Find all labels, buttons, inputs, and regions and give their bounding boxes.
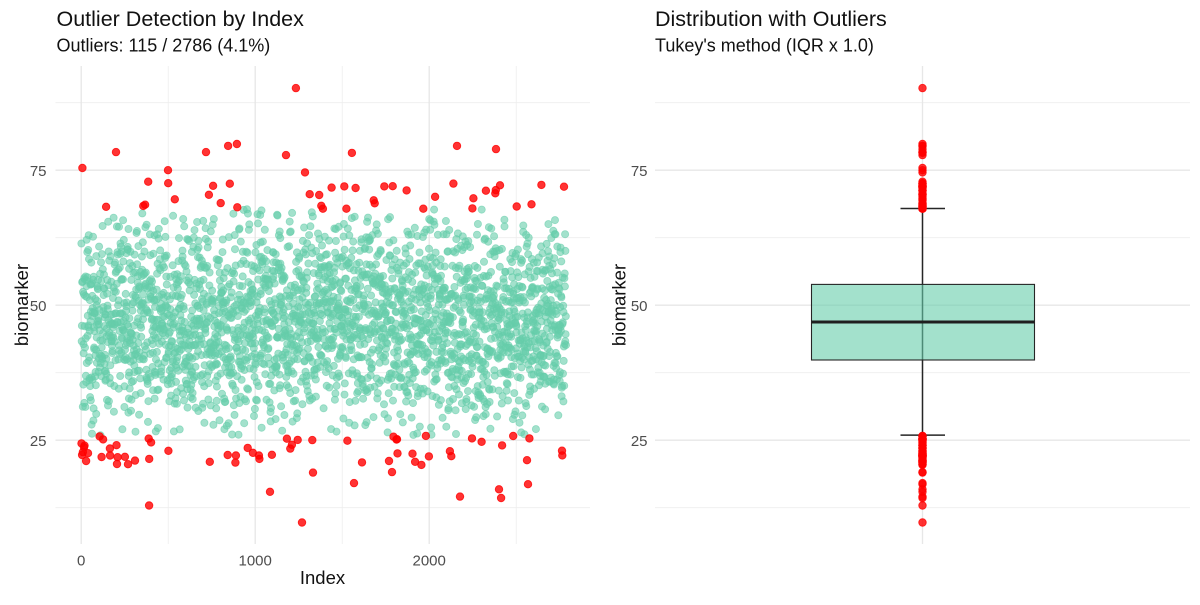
- svg-text:Tukey's method (IQR x 1.0): Tukey's method (IQR x 1.0): [655, 36, 874, 56]
- svg-text:50: 50: [30, 298, 47, 315]
- svg-text:Distribution with Outliers: Distribution with Outliers: [655, 7, 887, 31]
- svg-text:1000: 1000: [239, 553, 272, 570]
- svg-text:Index: Index: [300, 567, 346, 588]
- svg-text:50: 50: [631, 298, 648, 315]
- svg-text:25: 25: [30, 433, 47, 450]
- svg-text:25: 25: [631, 433, 648, 450]
- svg-text:biomarker: biomarker: [609, 264, 630, 346]
- svg-text:75: 75: [30, 163, 47, 180]
- svg-text:Outliers: 115 / 2786 (4.1%): Outliers: 115 / 2786 (4.1%): [57, 36, 271, 56]
- svg-text:0: 0: [77, 553, 85, 570]
- svg-text:75: 75: [631, 163, 648, 180]
- svg-text:Outlier Detection by Index: Outlier Detection by Index: [57, 7, 305, 31]
- svg-text:biomarker: biomarker: [11, 264, 32, 346]
- svg-text:2000: 2000: [413, 553, 446, 570]
